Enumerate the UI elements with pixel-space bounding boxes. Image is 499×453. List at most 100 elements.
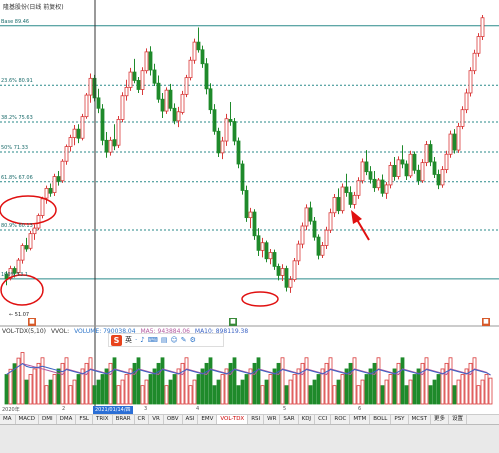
volume-bar[interactable] — [436, 374, 441, 405]
volume-bar[interactable] — [184, 357, 189, 405]
candle[interactable] — [292, 258, 297, 282]
candle[interactable] — [48, 183, 53, 197]
candle[interactable] — [76, 124, 81, 144]
candle[interactable] — [424, 141, 429, 167]
candle[interactable] — [224, 113, 229, 146]
volume-bar[interactable] — [476, 385, 481, 405]
volume-bar[interactable] — [96, 379, 101, 405]
event-marker-left[interactable]: ■ — [28, 318, 36, 326]
candle[interactable] — [428, 140, 433, 167]
volume-bar[interactable] — [180, 362, 185, 405]
volume-bar[interactable] — [432, 379, 437, 405]
volume-bar[interactable] — [156, 362, 161, 405]
volume-bar[interactable] — [448, 357, 453, 405]
tab-fsl[interactable]: FSL — [76, 415, 93, 424]
candle[interactable] — [404, 160, 409, 181]
candle[interactable] — [180, 90, 185, 115]
volume-bar[interactable] — [24, 379, 29, 405]
volume-bar[interactable] — [344, 368, 349, 405]
volume-bar[interactable] — [444, 362, 449, 405]
volume-bar[interactable] — [148, 374, 153, 405]
ime-handwrite-icon[interactable]: ✎ — [180, 336, 187, 344]
tab-macd[interactable]: MACD — [16, 415, 40, 424]
candle[interactable] — [440, 166, 445, 188]
candle[interactable] — [128, 67, 133, 91]
candle[interactable] — [64, 144, 69, 165]
volume-bar[interactable] — [64, 357, 69, 405]
event-marker-right[interactable]: ■ — [482, 318, 490, 326]
candle[interactable] — [112, 124, 117, 151]
volume-bar[interactable] — [296, 368, 301, 405]
tab-mtm[interactable]: MTM — [350, 415, 371, 424]
candle[interactable] — [172, 103, 177, 125]
volume-bar[interactable] — [244, 374, 249, 405]
volume-bar[interactable] — [460, 374, 465, 405]
tab-cci[interactable]: CCI — [315, 415, 332, 424]
candle[interactable] — [360, 158, 365, 184]
candle[interactable] — [460, 106, 465, 130]
candle[interactable] — [432, 157, 437, 178]
volume-bar[interactable] — [204, 362, 209, 405]
candle[interactable] — [252, 209, 257, 240]
volume-bar[interactable] — [144, 379, 149, 405]
candle[interactable] — [284, 265, 289, 292]
candle[interactable] — [480, 14, 485, 41]
volume-bar[interactable] — [488, 377, 493, 405]
volume-bar[interactable] — [172, 374, 177, 405]
candle[interactable] — [308, 201, 313, 225]
candle[interactable] — [4, 271, 9, 286]
volume-bar[interactable] — [4, 374, 9, 405]
volume-bar[interactable] — [284, 385, 289, 405]
candle[interactable] — [372, 170, 377, 192]
volume-bar[interactable] — [192, 379, 197, 405]
volume-bar[interactable] — [384, 379, 389, 405]
candle[interactable] — [52, 173, 57, 197]
candle[interactable] — [216, 127, 221, 158]
tab-rsi[interactable]: RSI — [248, 415, 265, 424]
volume-bar[interactable] — [12, 363, 17, 405]
candle[interactable] — [184, 74, 189, 98]
ime-emoji-icon[interactable]: ☺ — [170, 336, 178, 344]
candle[interactable] — [152, 63, 157, 87]
candle[interactable] — [156, 75, 161, 103]
candle[interactable] — [316, 234, 321, 260]
candle[interactable] — [256, 228, 261, 256]
volume-bar[interactable] — [28, 374, 33, 405]
volume-bar[interactable] — [160, 357, 165, 405]
candle[interactable] — [384, 182, 389, 199]
candle[interactable] — [248, 207, 253, 229]
candle[interactable] — [132, 58, 137, 84]
candle[interactable] — [120, 92, 125, 123]
candle[interactable] — [20, 243, 25, 264]
volume-bar[interactable] — [472, 357, 477, 405]
candle[interactable] — [352, 191, 357, 209]
candle[interactable] — [240, 160, 245, 195]
volume-bar[interactable] — [188, 385, 193, 405]
candle[interactable] — [168, 83, 173, 112]
tab-boll[interactable]: BOLL — [370, 415, 392, 424]
volume-bar[interactable] — [60, 362, 65, 405]
volume-bar[interactable] — [416, 368, 421, 405]
candle[interactable] — [208, 83, 213, 114]
candle[interactable] — [312, 216, 317, 241]
volume-bar[interactable] — [412, 374, 417, 405]
volume-bar[interactable] — [236, 385, 241, 405]
candle[interactable] — [136, 76, 141, 93]
candle[interactable] — [364, 150, 369, 176]
volume-bar[interactable] — [304, 357, 309, 405]
volume-bar[interactable] — [52, 374, 57, 405]
candle[interactable] — [228, 102, 233, 126]
candle[interactable] — [260, 237, 265, 258]
volume-bar[interactable] — [316, 374, 321, 405]
volume-bar[interactable] — [348, 362, 353, 405]
volume-bar[interactable] — [468, 362, 473, 405]
volume-bar[interactable] — [336, 379, 341, 405]
volume-bar[interactable] — [168, 379, 173, 405]
candle[interactable] — [452, 129, 457, 154]
candle[interactable] — [280, 264, 285, 282]
candle[interactable] — [368, 166, 373, 184]
volume-bar[interactable] — [128, 368, 133, 405]
volume-bar[interactable] — [452, 385, 457, 405]
candle[interactable] — [72, 125, 77, 146]
candle[interactable] — [36, 213, 41, 231]
